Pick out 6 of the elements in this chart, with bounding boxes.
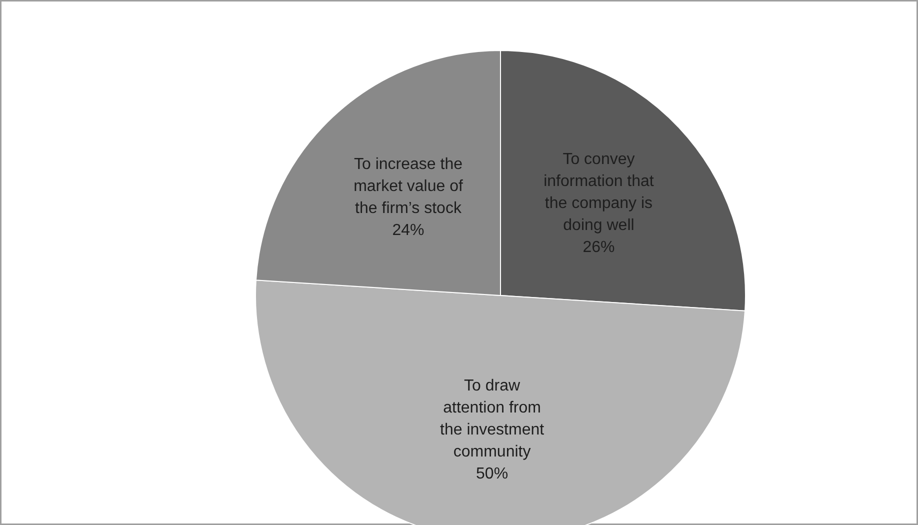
slice-label: To draw attention from the investment community	[440, 377, 545, 460]
data-label: 24%	[392, 222, 424, 239]
slice-label: To convey information that the company is doing well	[544, 150, 654, 234]
slice-label: To increase the market value of the firm’s stock	[354, 156, 464, 217]
data-label: 50%	[476, 465, 508, 482]
data-label: 26%	[582, 238, 615, 256]
